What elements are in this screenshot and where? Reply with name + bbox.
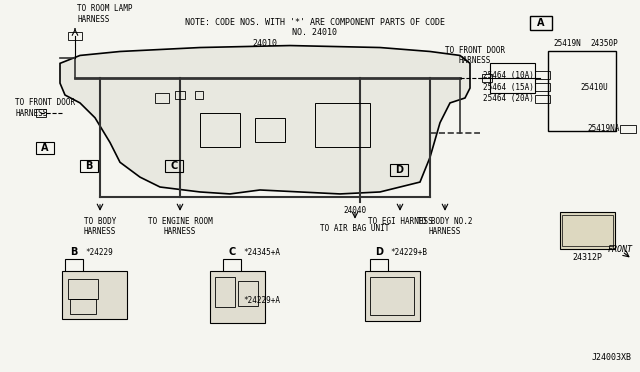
Bar xyxy=(195,91,203,99)
Bar xyxy=(210,271,265,323)
Bar xyxy=(62,271,127,318)
Bar xyxy=(315,103,370,147)
Text: 25464 (20A): 25464 (20A) xyxy=(483,94,534,103)
Bar xyxy=(238,281,258,306)
Text: NOTE: CODE NOS. WITH '*' ARE COMPONENT PARTS OF CODE
NO. 24010: NOTE: CODE NOS. WITH '*' ARE COMPONENT P… xyxy=(185,18,445,37)
Text: TO FRONT DOOR
HARNESS: TO FRONT DOOR HARNESS xyxy=(445,46,505,65)
Text: *24345+A: *24345+A xyxy=(243,248,280,257)
Text: 25464 (10A): 25464 (10A) xyxy=(483,71,534,80)
Text: TO ENGINE ROOM
HARNESS: TO ENGINE ROOM HARNESS xyxy=(148,217,212,236)
Text: FRONT: FRONT xyxy=(607,245,632,254)
Text: A: A xyxy=(41,144,49,153)
Bar xyxy=(530,16,552,30)
Bar xyxy=(482,74,492,82)
Bar xyxy=(560,212,615,249)
Bar xyxy=(175,91,185,99)
Text: D: D xyxy=(375,247,383,257)
Bar xyxy=(68,32,82,39)
Bar xyxy=(490,63,535,93)
Text: 24350P: 24350P xyxy=(590,39,618,48)
Text: TO BODY
HARNESS: TO BODY HARNESS xyxy=(84,217,116,236)
Bar xyxy=(535,83,550,91)
Text: 25419NA: 25419NA xyxy=(588,124,620,133)
Text: B: B xyxy=(85,161,93,171)
Text: C: C xyxy=(170,161,178,171)
Text: D: D xyxy=(395,165,403,175)
Bar xyxy=(620,125,636,132)
Text: 25410U: 25410U xyxy=(580,83,608,92)
Text: 25419N: 25419N xyxy=(553,39,580,48)
Text: 24040: 24040 xyxy=(344,206,367,215)
Text: TO AIR BAG UNIT: TO AIR BAG UNIT xyxy=(320,224,390,232)
Text: TO BODY NO.2
HARNESS: TO BODY NO.2 HARNESS xyxy=(417,217,473,236)
Text: C: C xyxy=(228,247,236,257)
Bar xyxy=(70,299,96,314)
Bar xyxy=(255,118,285,142)
Bar xyxy=(535,71,550,79)
Text: A: A xyxy=(537,18,545,28)
Text: TO EGI HARNESS: TO EGI HARNESS xyxy=(367,217,433,226)
Bar xyxy=(215,277,235,307)
Text: 24010: 24010 xyxy=(253,39,278,48)
Bar xyxy=(548,51,616,131)
Bar xyxy=(155,93,169,103)
Text: 24312P: 24312P xyxy=(572,253,602,262)
Bar xyxy=(36,142,54,154)
Bar xyxy=(370,277,414,315)
Text: 25464 (15A): 25464 (15A) xyxy=(483,83,534,92)
Text: TO FRONT DOOR
HARNESS: TO FRONT DOOR HARNESS xyxy=(15,98,75,118)
Bar xyxy=(370,259,388,273)
Bar xyxy=(68,279,98,299)
Bar xyxy=(165,160,183,172)
Bar xyxy=(65,259,83,273)
Text: *24229+B: *24229+B xyxy=(390,248,427,257)
Text: *24229+A: *24229+A xyxy=(243,296,280,305)
Text: B: B xyxy=(70,247,77,257)
Bar xyxy=(36,109,46,117)
Bar xyxy=(223,259,241,273)
Text: *24229: *24229 xyxy=(85,248,113,257)
Text: J24003XB: J24003XB xyxy=(592,353,632,362)
Bar xyxy=(200,113,240,147)
Text: TO ROOM LAMP
HARNESS: TO ROOM LAMP HARNESS xyxy=(77,4,132,24)
Bar xyxy=(562,215,613,246)
Polygon shape xyxy=(60,45,470,194)
Bar xyxy=(535,95,550,103)
Bar xyxy=(390,164,408,176)
Bar xyxy=(365,271,420,321)
Bar xyxy=(80,160,98,172)
